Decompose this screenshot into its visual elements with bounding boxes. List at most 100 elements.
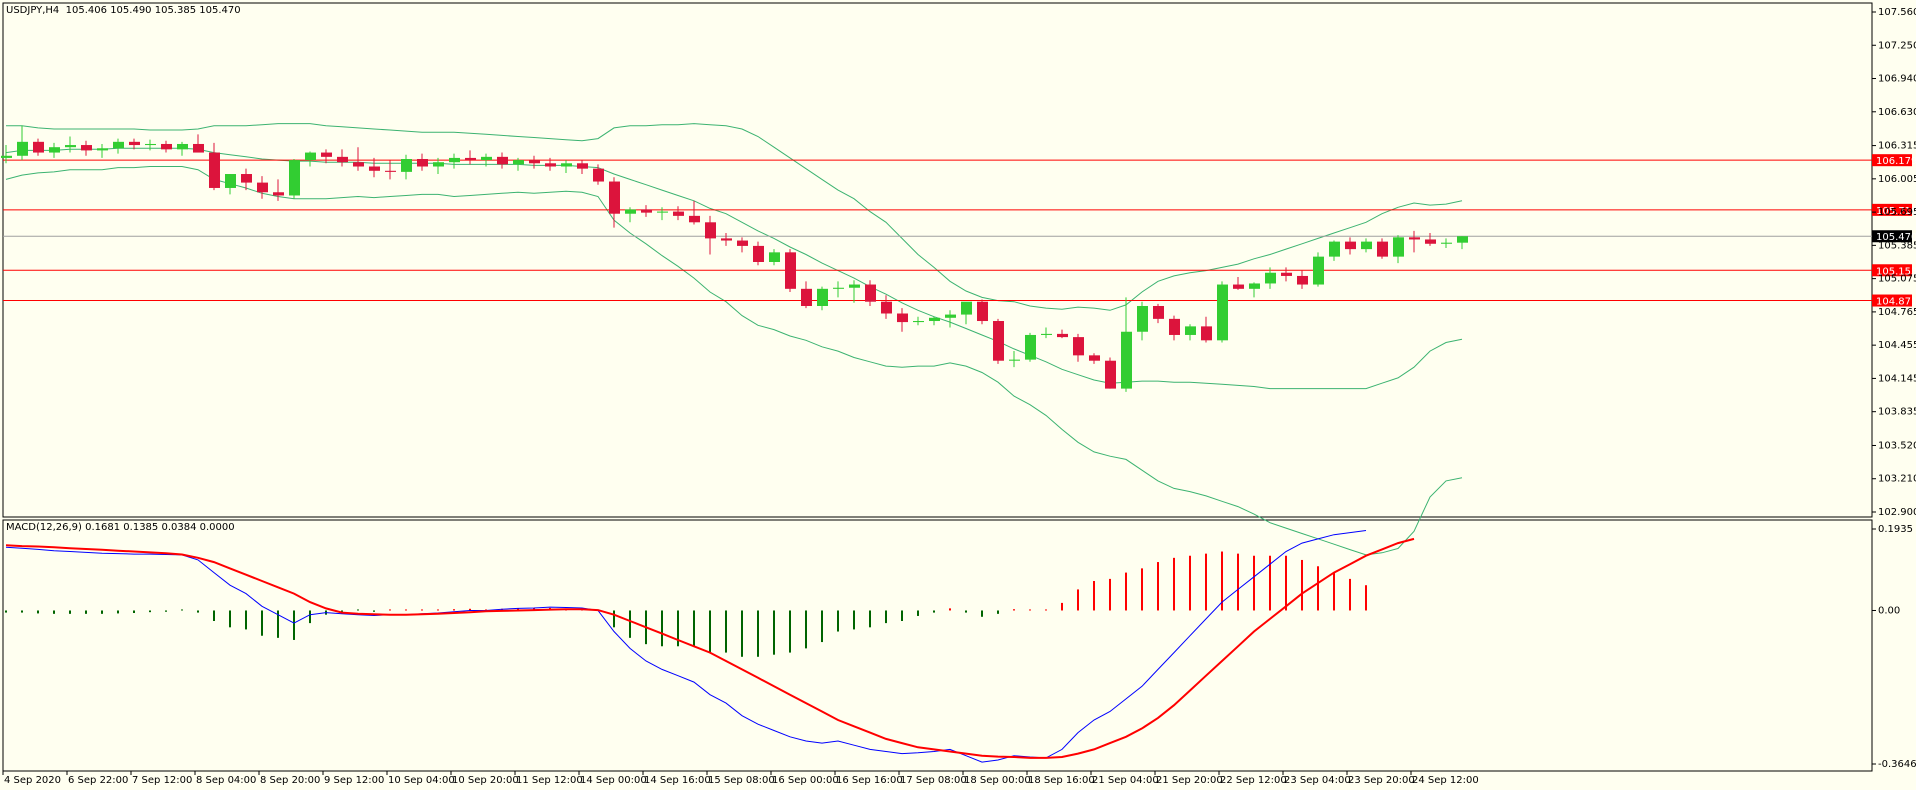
level-price-label-105.716: 105.716 [1876, 206, 1916, 217]
level-price-label-104.871: 104.871 [1876, 297, 1916, 308]
candle-body-42 [673, 211, 684, 216]
candle-body-52 [833, 287, 844, 289]
candle-body-72 [1153, 305, 1164, 319]
time-tick-label-7: 10 Sep 20:00 [452, 775, 519, 786]
candle-body-68 [1089, 355, 1100, 361]
candle-body-70 [1121, 331, 1132, 389]
candle-body-46 [737, 240, 748, 246]
bollinger-middle-band [5, 147, 1463, 390]
time-tick-label-5: 9 Sep 12:00 [324, 775, 384, 786]
candle-body-66 [1057, 333, 1068, 338]
horizontal-levels[interactable]: 106.179 105.716 105.153 104.871 105.470 [3, 154, 1916, 308]
price-tick-label-14: 103.210 [1878, 474, 1916, 485]
symbol-label: USDJPY,H4 [6, 5, 60, 16]
candle-body-0 [1, 155, 12, 158]
level-price-box-104.871 [1872, 294, 1912, 307]
candle-body-7 [113, 141, 124, 149]
candle-body-41 [657, 211, 668, 213]
candle-body-6 [97, 148, 108, 151]
candle-body-17 [273, 192, 284, 196]
candle-body-90 [1441, 242, 1452, 244]
candle-body-82 [1313, 256, 1324, 285]
candle-body-49 [785, 252, 796, 289]
price-tick-label-2: 106.940 [1878, 74, 1916, 85]
bollinger-bands [5, 123, 1463, 556]
candle-body-48 [769, 252, 780, 262]
candle-body-83 [1329, 241, 1340, 257]
time-tick-label-3: 8 Sep 04:00 [196, 775, 256, 786]
price-tick-label-9: 104.765 [1878, 307, 1916, 318]
price-tick-label-10: 104.455 [1878, 340, 1916, 351]
candle-body-40 [641, 209, 652, 213]
candle-body-67 [1073, 337, 1084, 356]
candle-body-18 [289, 160, 300, 196]
current-price-label: 105.470 [1876, 232, 1916, 243]
candle-body-45 [721, 238, 732, 241]
candle-body-76 [1217, 284, 1228, 341]
candle-body-4 [65, 145, 76, 148]
candle-body-1 [17, 141, 28, 156]
level-price-box-105.153 [1872, 264, 1912, 277]
price-tick-label-1: 107.250 [1878, 40, 1916, 51]
time-tick-label-4: 8 Sep 20:00 [260, 775, 320, 786]
candle-body-10 [161, 143, 172, 150]
time-tick-label-13: 16 Sep 16:00 [836, 775, 903, 786]
macd-pane-frame [2, 519, 1873, 772]
candle-body-62 [993, 321, 1004, 361]
candle-body-11 [177, 143, 188, 150]
price-tick-label-0: 107.560 [1878, 7, 1916, 18]
candle-body-56 [897, 313, 908, 323]
price-pane-frame [2, 2, 1873, 518]
time-tick-label-15: 18 Sep 00:00 [964, 775, 1031, 786]
price-axis: 107.560 107.250 106.940 106.630 106.315 106.0… [1872, 7, 1916, 518]
candle-body-79 [1265, 272, 1276, 284]
time-tick-label-12: 16 Sep 00:00 [772, 775, 839, 786]
candle-body-12 [193, 143, 204, 153]
bollinger-lower-band [5, 166, 1463, 556]
candle-body-27 [433, 162, 444, 167]
price-tick-label-3: 106.630 [1878, 107, 1916, 118]
macd-line [5, 530, 1367, 763]
time-tick-label-17: 21 Sep 04:00 [1092, 775, 1159, 786]
level-price-label-105.153: 105.153 [1876, 266, 1916, 277]
candle-body-75 [1201, 326, 1212, 341]
candle-body-29 [465, 157, 476, 161]
candle-body-31 [497, 156, 508, 165]
candle-body-64 [1025, 334, 1036, 360]
price-tick-label-8: 105.075 [1878, 274, 1916, 285]
candle-body-86 [1377, 241, 1388, 257]
candle-body-9 [145, 143, 156, 146]
time-axis: 4 Sep 2020 6 Sep 22:00 7 Sep 12:00 8 Sep 04… [2, 771, 1479, 786]
candle-body-89 [1425, 239, 1436, 244]
candle-body-65 [1041, 333, 1052, 335]
price-tick-label-5: 106.005 [1878, 174, 1916, 185]
candle-body-59 [945, 314, 956, 318]
candle-body-36 [577, 163, 588, 169]
candle-body-14 [225, 174, 236, 188]
time-tick-label-10: 14 Sep 16:00 [644, 775, 711, 786]
time-tick-label-6: 10 Sep 04:00 [388, 775, 455, 786]
candle-body-3 [49, 147, 60, 153]
ohlc-values: 105.406 105.490 105.385 105.470 [65, 5, 241, 16]
candle-body-21 [337, 156, 348, 163]
candle-body-55 [881, 301, 892, 314]
price-tick-label-7: 105.385 [1878, 240, 1916, 251]
candle-body-20 [321, 152, 332, 157]
price-tick-label-13: 103.520 [1878, 440, 1916, 451]
candle-body-26 [417, 158, 428, 167]
candle-body-25 [401, 158, 412, 172]
candle-body-51 [817, 288, 828, 306]
candle-body-34 [545, 163, 556, 167]
bollinger-upper-band [6, 123, 1463, 311]
candle-body-60 [961, 301, 972, 315]
time-tick-label-9: 14 Sep 00:00 [580, 775, 647, 786]
candle-body-61 [977, 301, 988, 322]
candle-body-13 [209, 152, 220, 188]
macd-tick-label-2: -0.3646 [1878, 759, 1916, 770]
candle-body-28 [449, 157, 460, 163]
candle-body-71 [1137, 305, 1148, 332]
candle-body-22 [353, 162, 364, 167]
candle-body-63 [1009, 359, 1020, 361]
